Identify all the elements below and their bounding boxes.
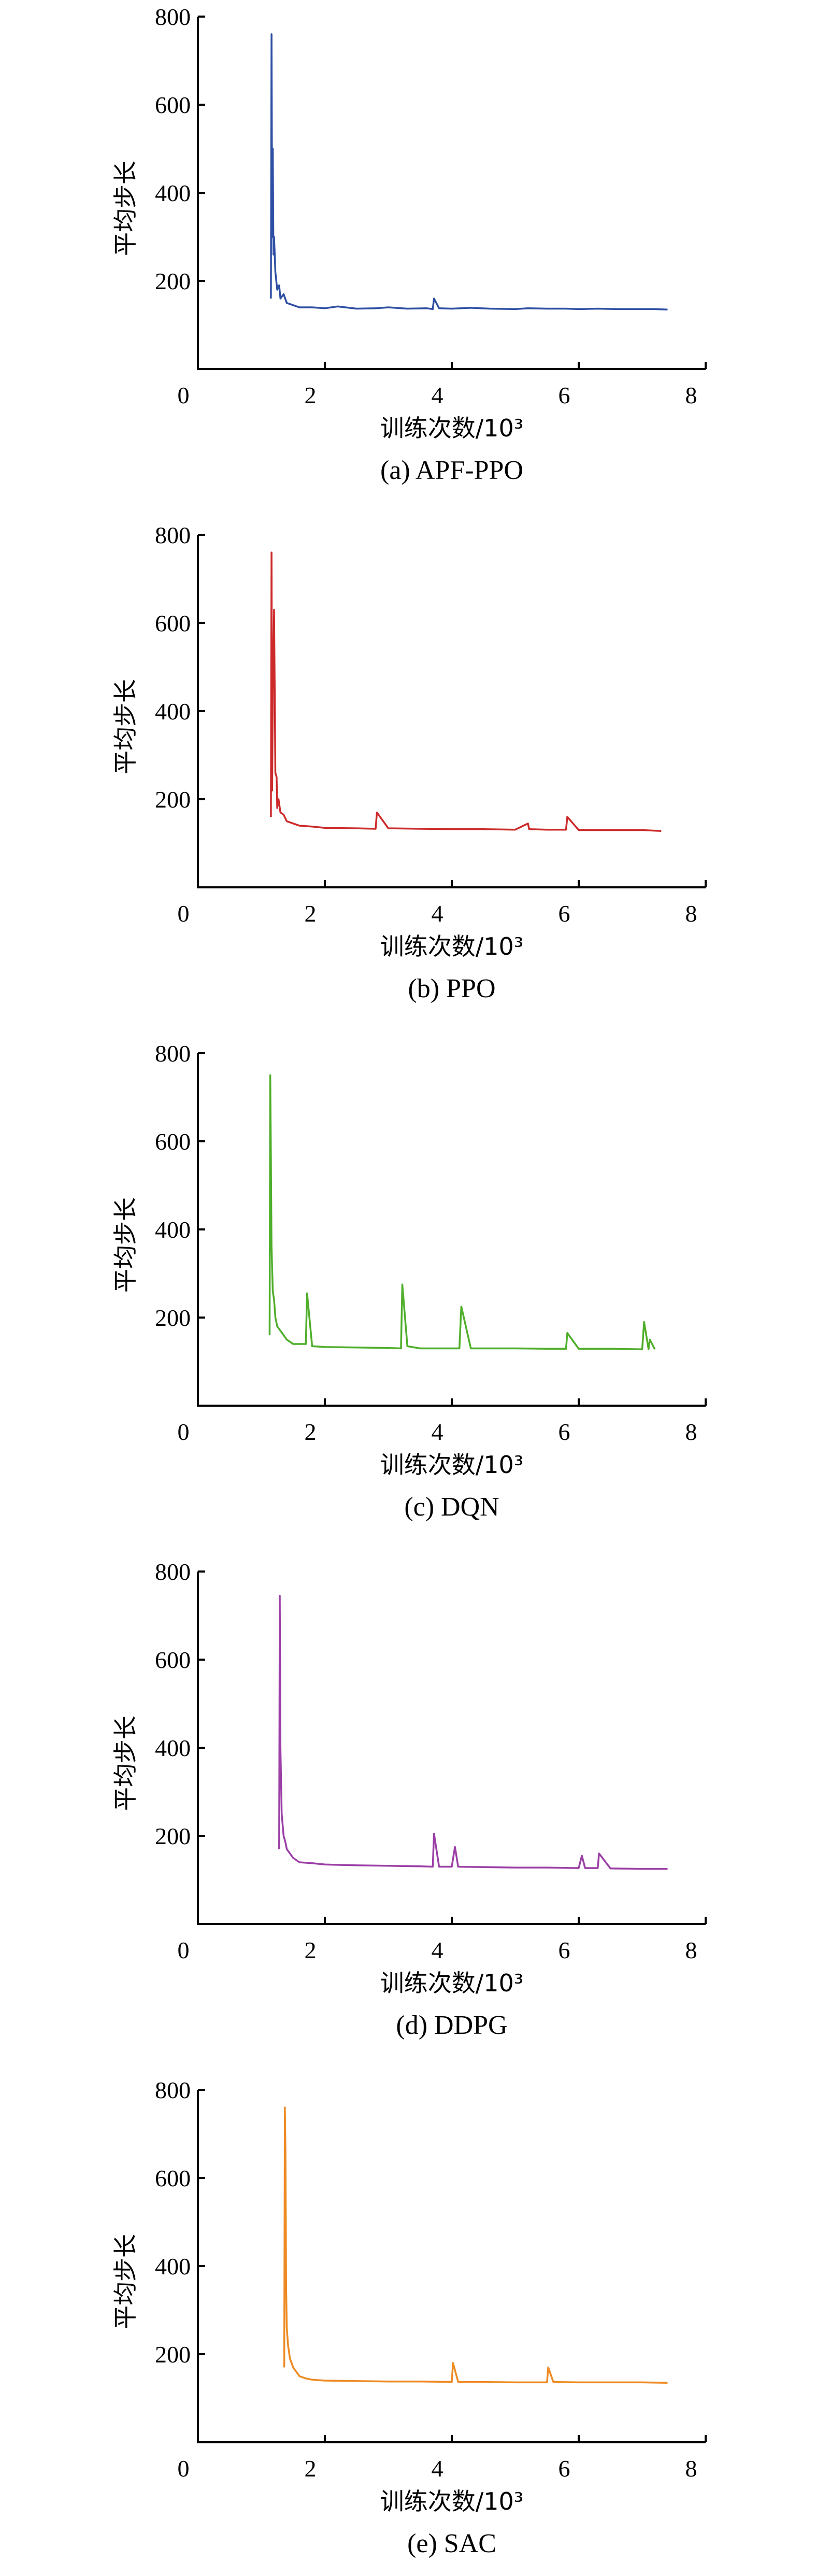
y-axis-title: 平均步长 — [111, 1716, 139, 1811]
y-tick-label: 800 — [155, 2077, 191, 2103]
panel-caption: (c) DQN — [404, 1492, 499, 1522]
y-axis-title: 平均步长 — [111, 1197, 139, 1293]
x-tick-label: 6 — [559, 382, 570, 408]
series-line-ddpg — [278, 1595, 668, 1870]
y-tick-label: 600 — [155, 1128, 191, 1155]
x-axis-title: 训练次数/10³ — [380, 1451, 523, 1479]
axes-frame — [197, 1053, 706, 1407]
y-tick-label: 400 — [155, 1735, 191, 1761]
y-tick-label: 200 — [155, 1823, 191, 1849]
panel-caption: (b) PPO — [408, 974, 495, 1003]
x-tick-label: 2 — [305, 1937, 317, 1963]
y-tick-label: 400 — [155, 2253, 191, 2280]
y-tick-label: 800 — [155, 522, 191, 548]
y-tick-label: 400 — [155, 698, 191, 725]
y-tick-label: 200 — [155, 268, 191, 294]
y-tick-label: 400 — [155, 180, 191, 206]
series-line-apf-ppo — [270, 33, 668, 311]
x-tick-label: 2 — [305, 382, 317, 408]
y-tick-label: 800 — [155, 1040, 191, 1067]
y-axis-title: 平均步长 — [111, 2234, 139, 2329]
x-axis-title: 训练次数/10³ — [380, 1969, 523, 1997]
x-axis-title: 训练次数/10³ — [380, 2487, 523, 2515]
y-tick-label: 600 — [155, 610, 191, 636]
y-tick-label: 800 — [155, 4, 191, 30]
x-tick-label: 8 — [685, 1937, 697, 1963]
x-tick-label: 4 — [432, 900, 443, 927]
x-tick-label: 4 — [432, 382, 443, 408]
x-tick-label: 0 — [178, 382, 190, 408]
x-tick-label: 2 — [305, 900, 317, 927]
series-line-ppo — [270, 551, 662, 832]
x-tick-label: 8 — [685, 2455, 697, 2482]
x-tick-label: 6 — [559, 2455, 570, 2482]
axes-frame — [197, 1572, 706, 1925]
y-tick-label: 800 — [155, 1559, 191, 1585]
y-tick-label: 200 — [155, 786, 191, 813]
x-tick-label: 6 — [559, 900, 570, 927]
x-tick-label: 8 — [685, 382, 697, 408]
x-tick-label: 0 — [178, 1419, 190, 1445]
axes-frame — [197, 17, 706, 370]
y-tick-label: 200 — [155, 1305, 191, 1331]
y-axis-title: 平均步长 — [111, 679, 139, 774]
y-tick-label: 600 — [155, 1647, 191, 1673]
x-tick-label: 2 — [305, 1419, 317, 1445]
x-tick-label: 8 — [685, 900, 697, 927]
x-tick-label: 2 — [305, 2455, 317, 2482]
x-tick-label: 6 — [559, 1419, 570, 1445]
y-tick-label: 200 — [155, 2341, 191, 2368]
x-tick-label: 4 — [432, 1937, 443, 1963]
y-tick-label: 600 — [155, 2165, 191, 2191]
y-axis-title: 平均步长 — [111, 161, 139, 256]
x-tick-label: 0 — [178, 900, 190, 927]
axes-frame — [197, 2090, 706, 2443]
panel-caption: (e) SAC — [407, 2529, 496, 2558]
panel-caption: (a) APF-PPO — [380, 456, 523, 485]
x-tick-label: 8 — [685, 1419, 697, 1445]
x-tick-label: 4 — [432, 2455, 443, 2482]
x-tick-label: 4 — [432, 1419, 443, 1445]
x-tick-label: 0 — [178, 2455, 190, 2482]
x-tick-label: 0 — [178, 1937, 190, 1963]
series-line-dqn — [268, 1074, 656, 1350]
x-axis-title: 训练次数/10³ — [380, 932, 523, 960]
series-line-sac — [283, 2106, 668, 2384]
x-axis-title: 训练次数/10³ — [380, 414, 523, 442]
y-tick-label: 400 — [155, 1216, 191, 1243]
panel-caption: (d) DDPG — [396, 2011, 507, 2040]
y-tick-label: 600 — [155, 92, 191, 118]
x-tick-label: 6 — [559, 1937, 570, 1963]
